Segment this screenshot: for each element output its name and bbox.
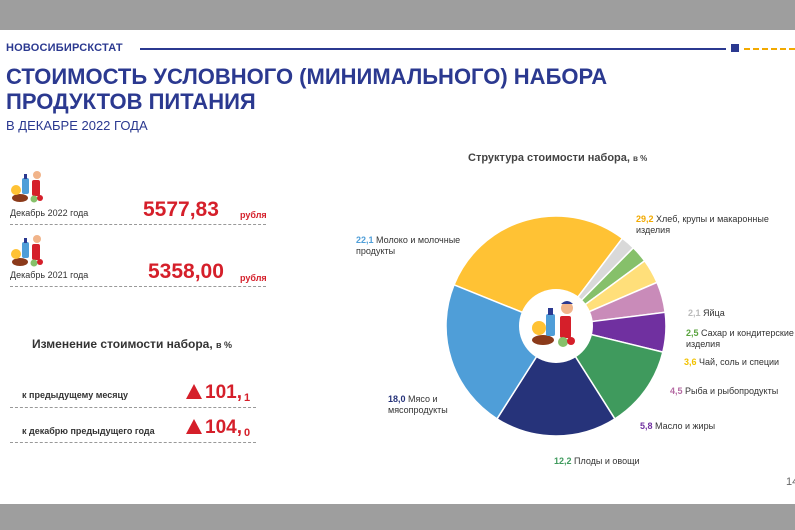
up-triangle-icon <box>186 384 202 399</box>
grocery-basket-icon <box>11 171 43 203</box>
cost-unit-2022: рубля <box>240 210 267 220</box>
cost-label-2022: Декабрь 2022 года <box>10 208 89 218</box>
slice-label: 4,5 Рыба и рыбопродукты <box>670 386 779 396</box>
divider <box>10 407 256 408</box>
change-label-month: к предыдущему месяцу <box>22 390 129 400</box>
divider <box>10 224 266 225</box>
cost-unit-2021: рубля <box>240 273 267 283</box>
slide: НОВОСИБИРСКСТАТ СТОИМОСТЬ УСЛОВНОГО (МИН… <box>0 30 795 504</box>
change-title-unit: в % <box>216 340 233 350</box>
divider <box>10 286 266 287</box>
pie-slice-7 <box>495 324 616 437</box>
slice-label: 22,1 Молоко и молочные продукты <box>356 235 461 256</box>
grocery-basket-icon <box>532 301 575 347</box>
slice-label: 5,8 Масло и жиры <box>640 421 716 431</box>
page-title: СТОИМОСТЬ УСЛОВНОГО (МИНИМАЛЬНОГО) НАБОР… <box>6 64 608 114</box>
org-name: НОВОСИБИРСКСТАТ <box>6 42 123 54</box>
slice-label: 29,2 Хлеб, крупы и макаронные изделия <box>636 214 769 235</box>
chart-title-unit: в % <box>633 154 648 163</box>
cost-value-2022: 5577,83 <box>143 198 219 221</box>
grocery-basket-icon <box>11 235 43 267</box>
slice-label: 3,6 Чай, соль и специи <box>684 357 780 367</box>
pie-slice-0 <box>453 215 624 327</box>
slice-label: 18,0 Мясо и мясопродукты <box>388 394 448 415</box>
header-rule <box>140 48 726 50</box>
cost-label-2021: Декабрь 2021 года <box>10 270 89 280</box>
change-value-month-decimal: 1 <box>244 392 251 404</box>
chart-title: Структура стоимости набора, в % <box>468 152 647 164</box>
up-triangle-icon <box>186 419 202 434</box>
page-number: 14 <box>786 476 795 488</box>
slice-label: 2,1 Яйца <box>688 308 725 318</box>
chart-title-text: Структура стоимости набора, <box>468 152 630 164</box>
change-value-year: 104, <box>205 417 242 438</box>
header-square <box>731 44 739 52</box>
slice-label: 2,5 Сахар и кондитерские изделия <box>686 328 794 349</box>
change-title: Изменение стоимости набора, в % <box>32 337 232 351</box>
header-dash <box>744 48 795 50</box>
change-label-year: к декабрю предыдущего года <box>22 426 155 436</box>
donut-hole <box>519 289 593 363</box>
divider <box>10 442 256 443</box>
change-value-month: 101, <box>205 382 242 403</box>
change-value-year-decimal: 0 <box>244 427 251 439</box>
change-title-text: Изменение стоимости набора, <box>32 337 213 351</box>
donut-chart <box>445 215 667 437</box>
cost-value-2021: 5358,00 <box>148 260 224 283</box>
slice-label: 12,2 Плоды и овощи <box>554 456 640 466</box>
page-subtitle: В ДЕКАБРЕ 2022 ГОДА <box>6 118 148 133</box>
